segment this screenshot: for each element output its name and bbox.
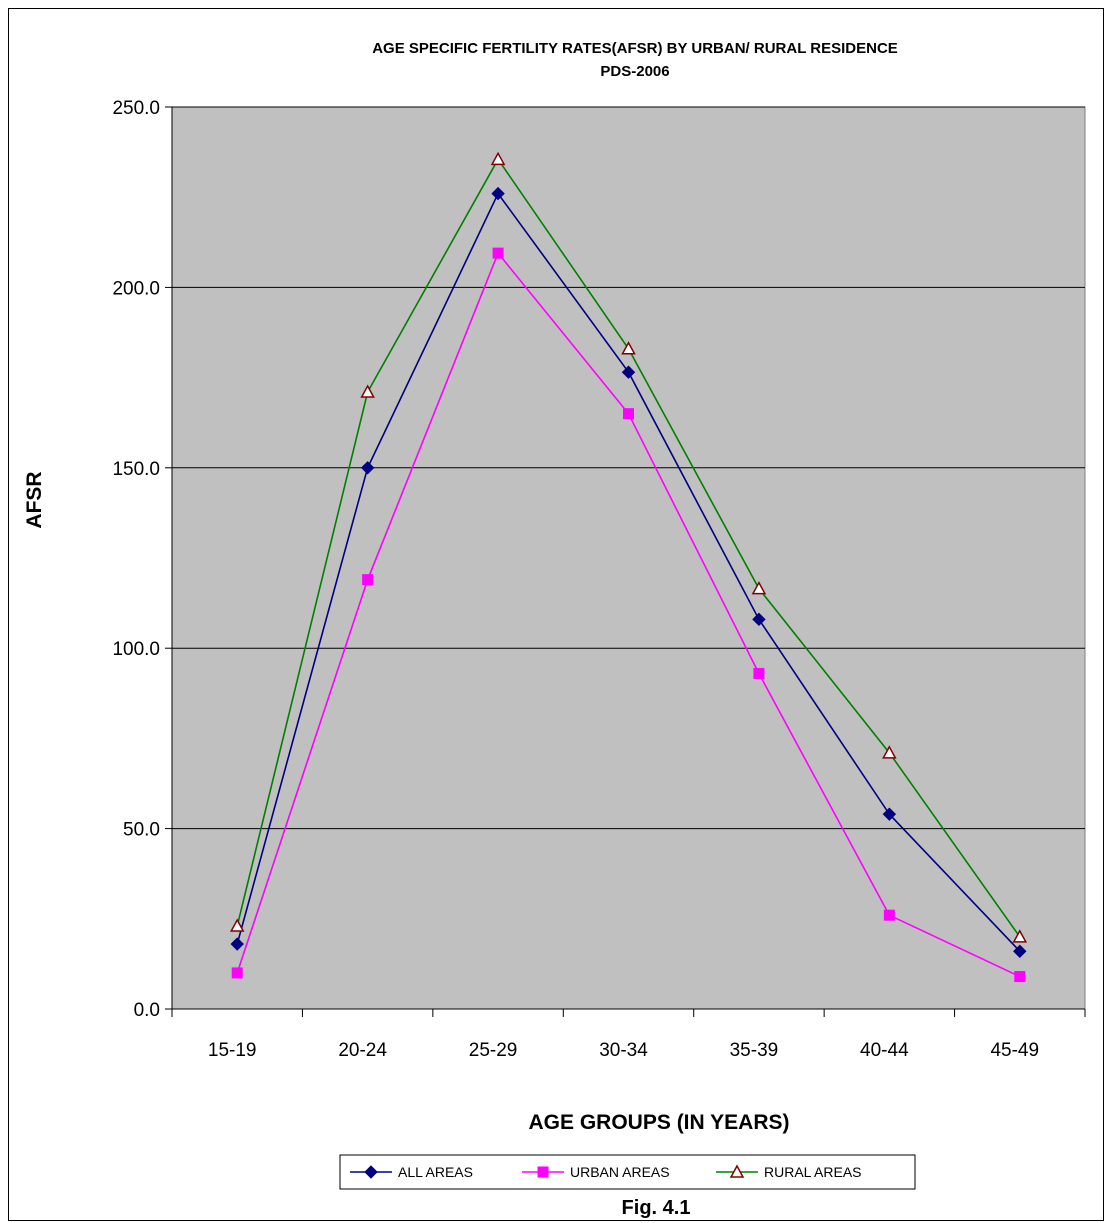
data-point <box>621 341 636 355</box>
data-point <box>231 967 243 979</box>
legend-label: ALL AREAS <box>398 1164 473 1180</box>
x-tick-label: 30-34 <box>599 1040 648 1061</box>
data-point <box>229 918 245 932</box>
legend-marker <box>729 1164 745 1178</box>
x-tick-label: 40-44 <box>860 1040 909 1061</box>
data-point <box>751 581 767 595</box>
y-tick-label: 200.0 <box>112 278 160 299</box>
data-point <box>752 612 766 627</box>
figure-caption: Fig. 4.1 <box>622 1197 691 1219</box>
x-tick-label: 20-24 <box>338 1040 387 1061</box>
x-tick-label: 25-29 <box>469 1040 518 1061</box>
legend: ALL AREAS URBAN AREAS RURAL AREAS <box>350 1164 862 1180</box>
data-point <box>1014 971 1026 983</box>
data-point <box>882 807 897 821</box>
y-axis-title: AFSR <box>23 471 46 528</box>
data-point <box>360 461 375 475</box>
data-point <box>491 186 505 201</box>
y-tick-label: 150.0 <box>112 459 160 480</box>
legend-label: RURAL AREAS <box>764 1164 862 1180</box>
gridlines <box>172 106 1085 830</box>
x-tick-label: 35-39 <box>730 1040 779 1061</box>
data-point <box>883 909 895 921</box>
data-point <box>1012 929 1028 943</box>
x-tick-label: 15-19 <box>208 1040 257 1061</box>
chart-subtitle: PDS-2006 <box>600 63 669 80</box>
legend-marker <box>364 1165 378 1179</box>
data-point <box>360 384 375 398</box>
x-tick-label: 45-49 <box>990 1040 1039 1061</box>
plot-area <box>171 106 1086 1010</box>
chart-title: AGE SPECIFIC FERTILITY RATES(AFSR) BY UR… <box>372 40 898 57</box>
y-tick-label: 0.0 <box>134 1000 160 1021</box>
y-tick-label: 50.0 <box>123 820 160 841</box>
y-tick-label: 100.0 <box>112 639 160 660</box>
x-axis-title: AGE GROUPS (IN YEARS) <box>529 1111 790 1134</box>
legend-label: URBAN AREAS <box>570 1164 670 1180</box>
data-point <box>492 247 504 259</box>
axes: 0.0 50.0 100.0 150.0 200.0 250.0 15-19 20-24 25-… <box>112 98 1086 1061</box>
data-point <box>230 937 244 951</box>
legend-marker <box>537 1166 549 1178</box>
legend-box <box>339 1154 916 1190</box>
data-point <box>621 365 636 379</box>
data-point <box>623 408 634 420</box>
series-layer <box>229 151 1028 983</box>
y-tick-label: 250.0 <box>112 98 160 119</box>
data-point <box>362 574 374 586</box>
data-point <box>490 151 506 166</box>
data-point <box>753 667 765 679</box>
data-point <box>1013 944 1027 958</box>
data-point <box>882 745 897 759</box>
